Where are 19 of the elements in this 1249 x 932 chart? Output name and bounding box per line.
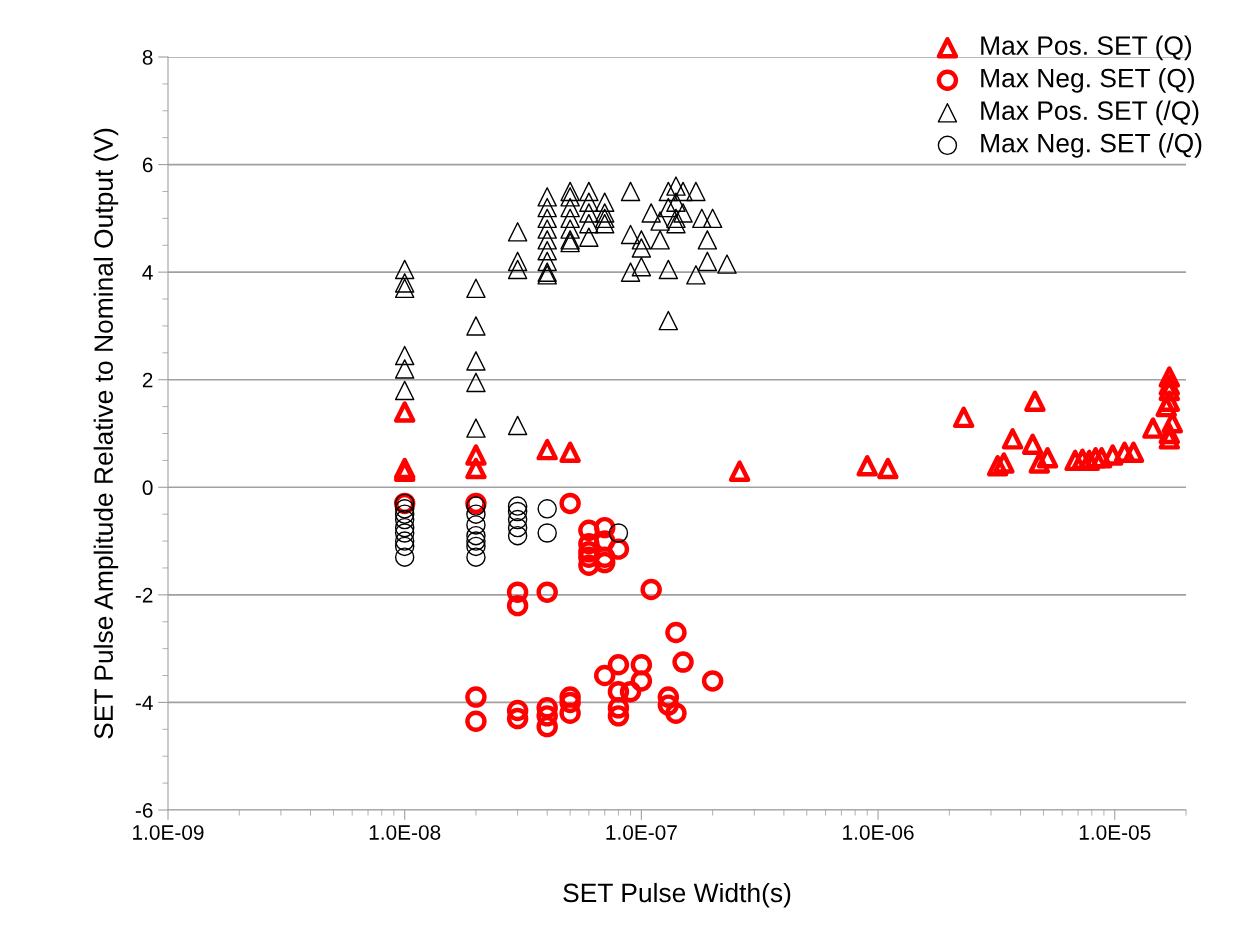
x-tick-label: 1.0E-05 [1079,825,1151,840]
y-tick-label: -2 [135,587,153,603]
legend-label: Max Neg. SET (Q) [981,68,1195,93]
y-tick-label: 6 [142,157,153,173]
y-tick-label: -4 [135,695,153,710]
y-tick-label: 4 [142,265,153,280]
x-tick-label: 1.0E-09 [133,825,204,840]
y-axis-title: SET Pulse Amplitude Relative to Nominal Output (V) [93,128,119,739]
y-tick-label: -6 [135,803,153,818]
y-tick-label: 0 [142,480,153,496]
legend-label: Max Neg. SET (/Q) [981,133,1202,158]
legend-label: Max Pos. SET (Q) [981,35,1192,61]
x-axis-title: SET Pulse Width(s) [563,882,791,908]
x-tick-label: 1.0E-07 [606,825,677,840]
y-tick-label: 2 [142,372,153,388]
legend-label: Max Pos. SET (/Q) [981,100,1199,126]
x-tick-label: 1.0E-08 [369,825,441,840]
x-tick-label: 1.0E-06 [843,825,914,840]
y-tick-label: 8 [142,50,153,65]
